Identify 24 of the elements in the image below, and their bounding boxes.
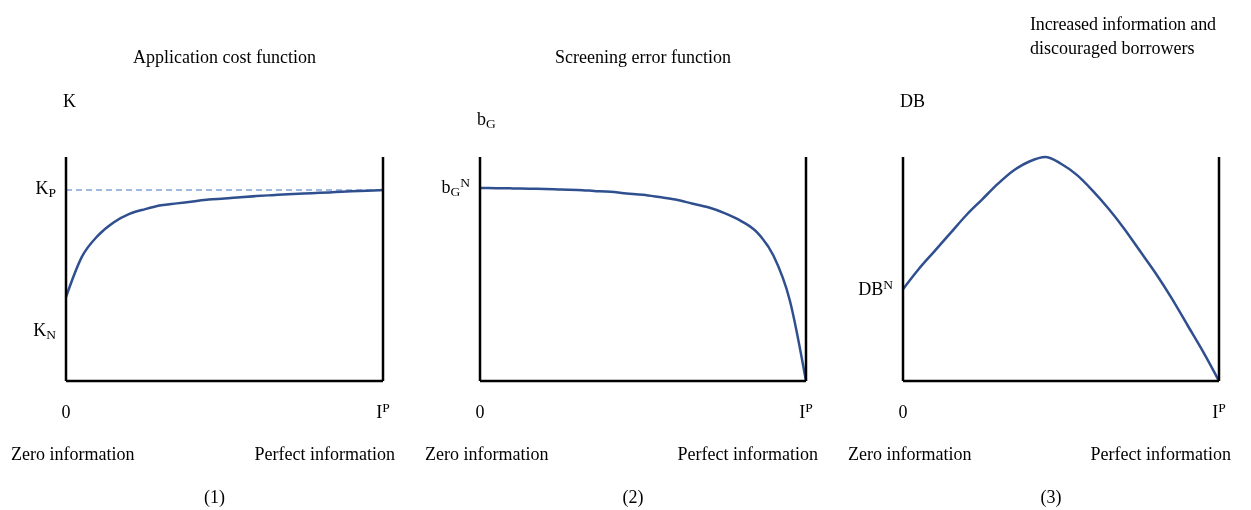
x-tick-label: 0 <box>61 402 71 422</box>
text: Perfect information <box>254 444 395 464</box>
x-tick-label: I$^{P}$ <box>799 400 813 422</box>
annotation: DB$^{N}$ <box>858 276 894 299</box>
text: (3) <box>1040 487 1062 508</box>
y-axis-title: DB <box>900 91 926 111</box>
text: (2) <box>622 487 644 508</box>
text: Zero information <box>848 444 972 464</box>
y-axis-title: b$_{G}$ <box>477 109 496 131</box>
text: Perfect information <box>1090 444 1231 464</box>
x-tick-label: I$^{P}$ <box>376 400 390 422</box>
chart-title: Screening error function <box>555 47 731 67</box>
text: Perfect information <box>677 444 818 464</box>
text: Zero information <box>425 444 549 464</box>
chart-title: Application cost function <box>133 47 316 67</box>
text: K$_{N}$ <box>33 320 57 342</box>
y-axis-title: K <box>63 91 76 111</box>
text: (1) <box>204 487 225 508</box>
chart-title: Increased information and discouraged borrowers <box>1030 14 1216 58</box>
x-tick-label: 0 <box>475 402 485 422</box>
x-tick-label: 0 <box>898 402 908 422</box>
ref-line-label: K$_{P}$ <box>35 177 56 200</box>
text: Zero information <box>11 444 135 464</box>
x-tick-label: I$^{P}$ <box>1212 400 1226 422</box>
